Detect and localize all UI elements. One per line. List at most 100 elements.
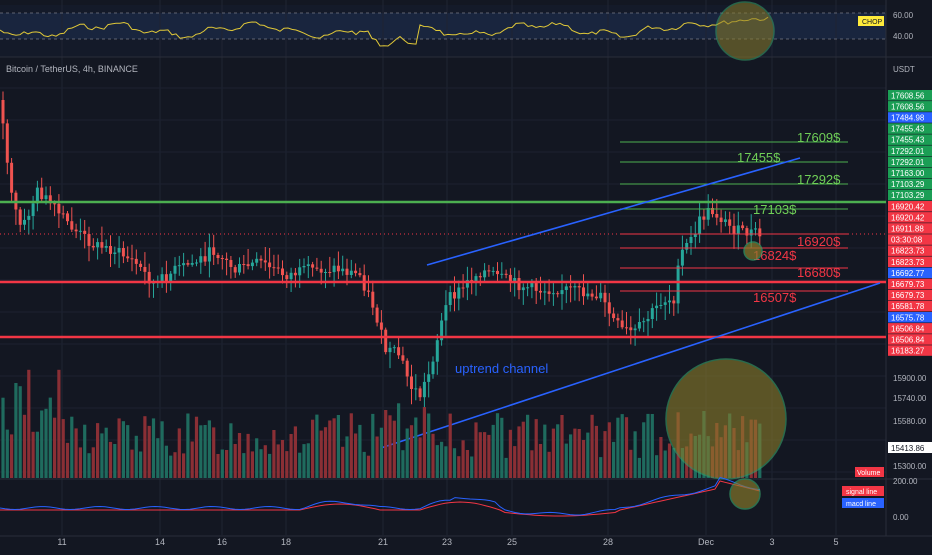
- volume-bar: [311, 419, 315, 478]
- volume-bar: [418, 437, 422, 478]
- volume-bar: [164, 445, 168, 478]
- volume-bar: [384, 410, 388, 478]
- volume-bar: [607, 422, 611, 478]
- x-axis-tick: 16: [217, 537, 227, 547]
- candle-body: [53, 203, 57, 205]
- volume-bar: [212, 427, 216, 478]
- candle-body: [521, 287, 525, 291]
- volume-bar: [126, 425, 130, 478]
- volume-bar: [276, 444, 280, 478]
- volume-bar: [448, 413, 452, 478]
- price-axis-label-bg: [888, 300, 932, 312]
- candle-body: [397, 347, 401, 356]
- candle-body: [246, 264, 250, 267]
- candle-body: [457, 287, 461, 299]
- candle-body: [586, 293, 590, 297]
- x-axis-tick: 3: [769, 537, 774, 547]
- volume-bar: [547, 451, 551, 478]
- candle-body: [646, 319, 650, 322]
- candle-body: [517, 278, 521, 291]
- price-axis-label-bg: [888, 212, 932, 223]
- price-axis-label: 16692.77: [891, 269, 925, 278]
- x-axis-tick: 18: [281, 537, 291, 547]
- candle-body: [190, 263, 194, 265]
- price-axis-label: 17103.29: [891, 191, 925, 200]
- chop-highlight-circle: [715, 1, 775, 61]
- volume-bar: [336, 415, 340, 478]
- volume-bar: [616, 417, 620, 478]
- target-level-label: 17103$: [753, 202, 797, 217]
- candle-body: [569, 286, 573, 288]
- volume-bar: [134, 435, 138, 478]
- volume-bar: [130, 449, 134, 478]
- candle-body: [659, 305, 663, 306]
- volume-bar: [590, 414, 594, 478]
- chop-badge-text: CHOP: [862, 19, 883, 26]
- price-axis-label-bg: [888, 123, 932, 134]
- candle-body: [749, 229, 753, 236]
- price-axis-label: 16575.78: [891, 313, 925, 322]
- x-axis-tick: 25: [507, 537, 517, 547]
- candle-body: [242, 264, 246, 265]
- candle-body: [599, 292, 603, 299]
- volume-bar: [637, 457, 641, 478]
- candle-body: [633, 328, 637, 331]
- candle-body: [272, 267, 276, 269]
- target-level-label: 16920$: [797, 234, 841, 249]
- candle-body: [358, 273, 362, 276]
- candle-body: [143, 267, 147, 272]
- volume-bar: [233, 444, 237, 478]
- price-axis-label-bg: [888, 201, 932, 212]
- x-axis-tick: 23: [442, 537, 452, 547]
- volume-badge: Volume: [857, 470, 880, 477]
- volume-bar: [332, 418, 336, 478]
- candle-body: [164, 274, 168, 283]
- volume-bar: [96, 423, 100, 478]
- volume-bar: [315, 414, 319, 478]
- volume-bar: [14, 383, 18, 478]
- candle-body: [668, 300, 671, 303]
- candle-body: [147, 271, 151, 284]
- candle-body: [405, 360, 409, 377]
- candle-body: [324, 272, 327, 273]
- candle-body: [603, 292, 607, 303]
- volume-bar: [207, 420, 211, 478]
- macd-legend-bg: [842, 486, 884, 496]
- candle-body: [728, 219, 732, 226]
- price-axis-label-bg: [888, 289, 932, 301]
- candle-body: [371, 291, 375, 308]
- candle-body: [560, 290, 564, 295]
- volume-bar: [667, 443, 672, 478]
- candle-body: [702, 216, 706, 220]
- volume-bar: [642, 422, 646, 478]
- candle-body: [35, 187, 39, 204]
- price-axis-label-bg: [888, 245, 932, 256]
- volume-bar: [280, 440, 285, 478]
- volume-bar: [18, 386, 22, 478]
- candle-body: [620, 320, 624, 328]
- candle-body: [392, 347, 396, 349]
- price-axis-label: 16581.78: [891, 302, 925, 311]
- candle-body: [259, 258, 263, 261]
- price-axis-label: 16911.88: [891, 225, 924, 234]
- volume-bar: [612, 441, 616, 478]
- candle-body: [57, 203, 61, 214]
- candle-body: [306, 264, 310, 266]
- candle-body: [285, 275, 289, 280]
- volume-bar: [354, 433, 358, 478]
- candle-body: [311, 264, 315, 268]
- volume-bar: [100, 433, 104, 478]
- price-axis-label: 16920.42: [891, 213, 925, 222]
- price-axis-label-bg: [888, 145, 932, 156]
- candle-body: [582, 287, 585, 297]
- volume-bar: [182, 453, 186, 478]
- price-axis-label-bg: [888, 167, 932, 179]
- volume-bar: [457, 456, 461, 478]
- volume-bar: [70, 416, 74, 478]
- price-axis-label: 17608.56: [891, 102, 925, 111]
- channel-lower-line: [380, 282, 881, 449]
- candle-body: [83, 230, 87, 234]
- volume-bar: [534, 419, 538, 478]
- candle-body: [293, 272, 297, 276]
